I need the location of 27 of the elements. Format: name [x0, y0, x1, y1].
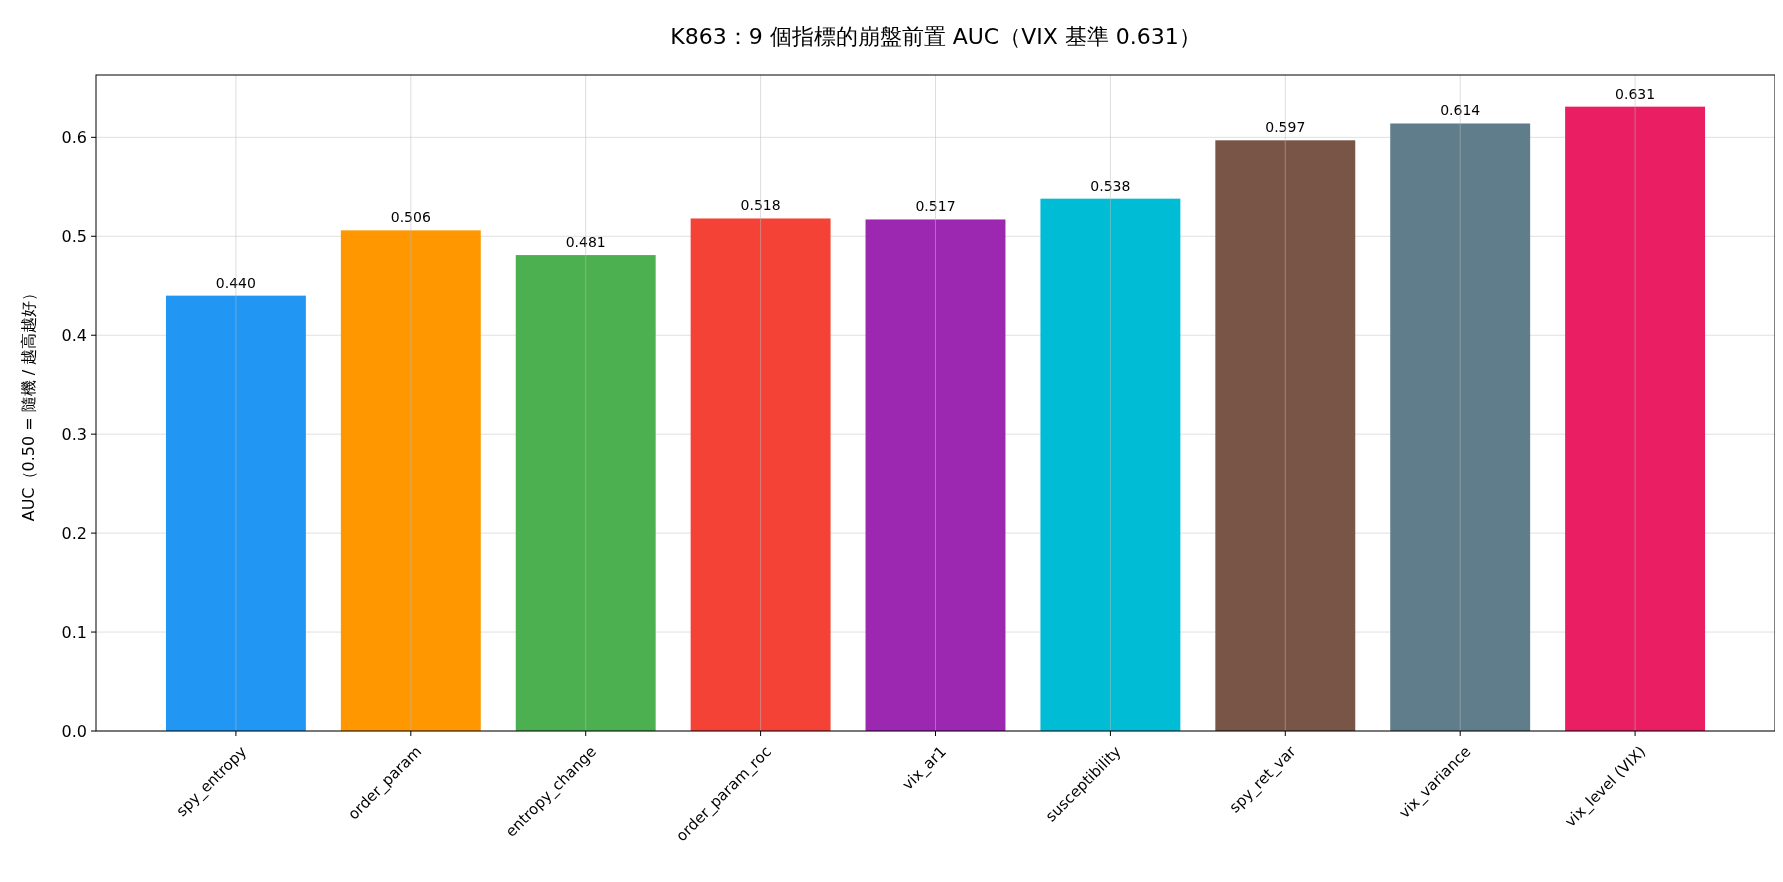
data-label: 0.614 [1440, 102, 1481, 119]
bar [1565, 106, 1706, 731]
data-label: 0.481 [565, 234, 606, 251]
bar [165, 295, 306, 731]
bar [340, 230, 481, 731]
bar [1390, 123, 1531, 731]
y-tick-label: 0.2 [61, 523, 87, 543]
y-tick-label: 0.5 [61, 226, 87, 246]
bar [865, 219, 1006, 731]
chart-title: K863：9 個指標的崩盤前置 AUC（VIX 基準 0.631） [670, 24, 1201, 49]
bar [1215, 140, 1356, 731]
y-tick-label: 0.1 [61, 622, 87, 642]
bar [690, 218, 831, 731]
data-label: 0.597 [1265, 119, 1306, 136]
y-axis-title: AUC（0.50 = 隨機 / 越高越好） [19, 284, 38, 522]
data-label: 0.506 [390, 209, 431, 226]
y-tick-label: 0.4 [61, 325, 87, 345]
y-tick-label: 0.3 [61, 424, 87, 444]
data-label: 0.518 [740, 197, 781, 214]
y-tick-label: 0.6 [61, 127, 87, 147]
data-label: 0.631 [1615, 85, 1656, 102]
bar [1040, 198, 1181, 731]
data-label: 0.517 [915, 198, 956, 215]
bar [515, 255, 656, 731]
data-label: 0.538 [1090, 177, 1131, 194]
data-label: 0.440 [215, 274, 256, 291]
y-tick-label: 0.0 [61, 721, 87, 741]
